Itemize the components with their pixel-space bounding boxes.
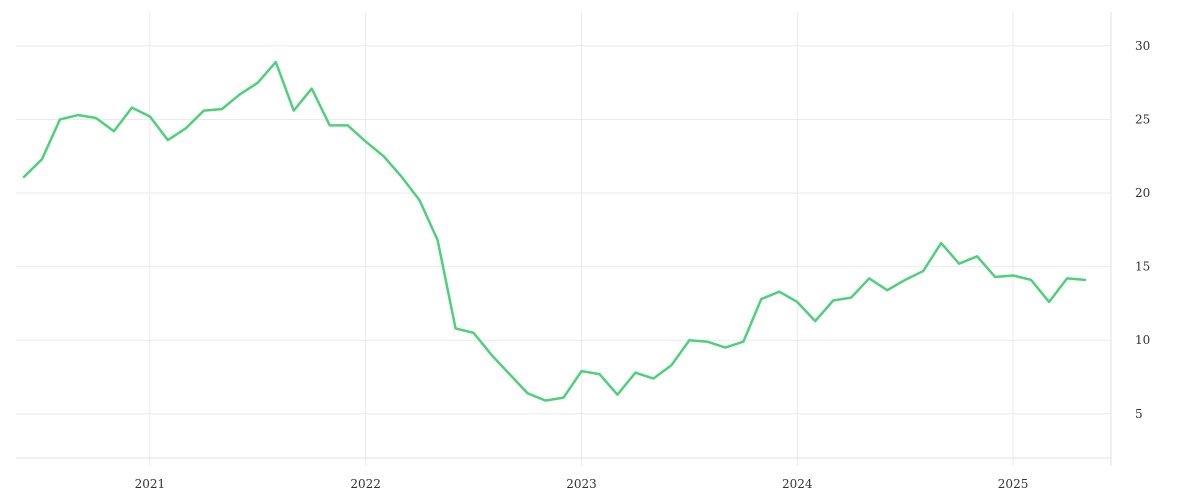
x-tick-label: 2022 <box>350 477 381 491</box>
x-tick-label: 2021 <box>135 477 166 491</box>
x-tick-label: 2024 <box>782 477 813 491</box>
axes <box>16 12 1112 466</box>
series-layer <box>22 60 1087 402</box>
y-tick-label: 20 <box>1135 186 1150 200</box>
y-tick-label: 5 <box>1135 407 1143 421</box>
y-tick-label: 25 <box>1135 112 1150 126</box>
grid-lines <box>16 12 1111 466</box>
x-tick-label: 2025 <box>998 477 1029 491</box>
x-tick-label: 2023 <box>566 477 597 491</box>
series-line <box>22 60 1087 402</box>
y-tick-label: 10 <box>1135 333 1150 347</box>
y-tick-label: 30 <box>1135 39 1150 53</box>
y-tick-label: 15 <box>1135 260 1150 274</box>
